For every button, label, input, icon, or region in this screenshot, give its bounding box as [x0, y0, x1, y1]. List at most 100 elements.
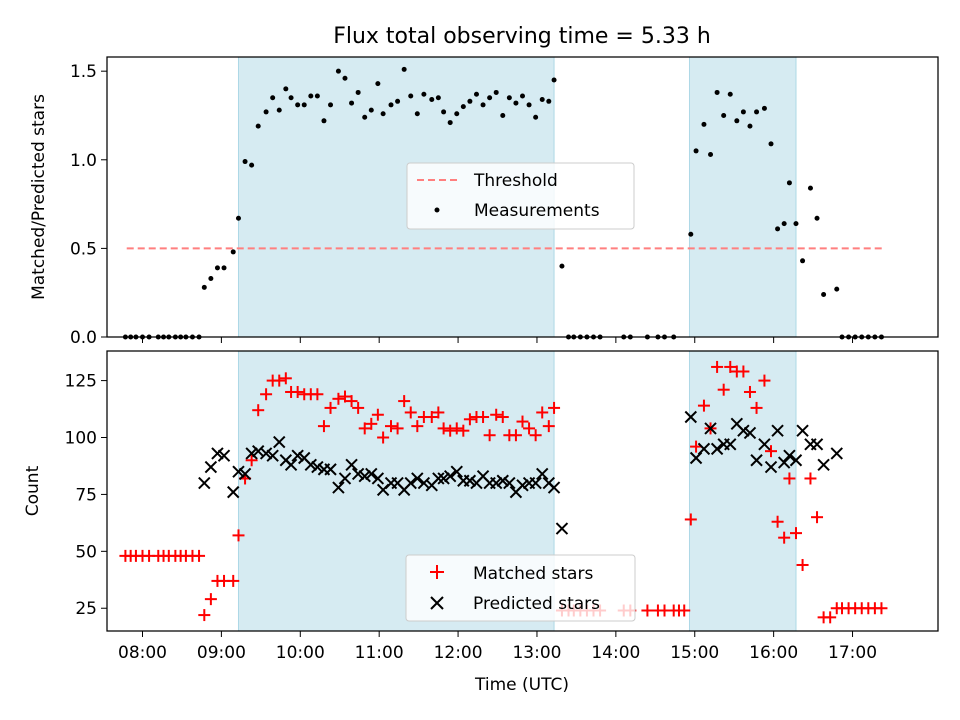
predicted-star-point: [771, 424, 784, 437]
measurement-point: [781, 221, 787, 227]
x-tick-label: 15:00: [670, 643, 719, 663]
x-axis-label: Time (UTC): [474, 675, 569, 695]
x-tick-label: 17:00: [828, 643, 877, 663]
measurement-point: [276, 107, 282, 113]
bottom-legend-box: [405, 554, 636, 622]
matched-star-point: [483, 429, 496, 442]
measurement-point: [520, 93, 525, 99]
measurement-point: [242, 159, 248, 165]
measurement-point: [740, 109, 746, 115]
matched-star-point: [193, 549, 206, 562]
top-axes-frame: [106, 56, 939, 338]
matched-star-point: [463, 413, 476, 426]
top-legend: Threshold Measurements: [406, 162, 635, 230]
measurement-point: [546, 98, 552, 104]
predicted-star-point: [810, 438, 824, 451]
matched-star-point: [717, 383, 730, 396]
predicted-star-point: [252, 444, 265, 458]
predicted-star-point: [198, 476, 211, 490]
matched-star-point: [875, 602, 888, 615]
measurement-point: [473, 91, 479, 97]
predicted-star-point: [284, 458, 298, 472]
measurement-point: [435, 95, 441, 101]
matched-star-point: [365, 417, 378, 430]
measurement-point: [447, 120, 453, 126]
bottom-panel: 08:00 09:00 10:00 11:00 12:00 13:00 14:00 15:00…: [23, 350, 939, 695]
measurement-point: [414, 111, 420, 117]
measurement-point: [349, 100, 355, 106]
matched-star-point: [398, 395, 411, 408]
matched-star-point: [804, 472, 817, 485]
measurement-point: [270, 95, 276, 101]
measurement-point: [708, 151, 714, 157]
matched-star-point: [358, 422, 371, 435]
measurements-legend-swatch: [434, 207, 440, 213]
top-legend-box: [406, 162, 635, 230]
measurement-point: [441, 109, 447, 115]
measurement-point: [526, 102, 532, 108]
bottom-y-tick-label: 125: [65, 372, 97, 392]
measurement-point: [793, 221, 799, 227]
matched-star-point: [516, 415, 529, 428]
predicted-star-point: [245, 447, 258, 460]
x-tick-label: 08:00: [118, 643, 167, 663]
bottom-y-axis-label: Count: [23, 465, 43, 516]
matched-star-point: [641, 604, 654, 617]
matched-star-point: [444, 424, 457, 437]
predicted-star-point: [737, 424, 750, 437]
chart-title: Flux total observing time = 5.33 h: [333, 24, 711, 49]
observing-interval-2: [688, 56, 797, 338]
measurement-point: [408, 93, 414, 99]
measurement-point: [421, 91, 427, 97]
top-y-ticks: 0.0 0.5 1.0 1.5: [70, 62, 107, 348]
matched-star-point: [523, 422, 536, 435]
predicted-star-point: [463, 474, 477, 487]
measurement-point: [255, 123, 261, 129]
predicted-star-point: [404, 476, 417, 490]
matched-star-point: [824, 611, 837, 624]
measurement-point: [301, 102, 307, 108]
top-y-axis-label: Matched/Predicted stars: [29, 94, 49, 300]
matched-star-point: [771, 515, 784, 528]
bottom-axes-frame: [106, 350, 939, 632]
measurement-point: [395, 98, 401, 104]
measurement-point: [355, 89, 361, 95]
matched-star-point: [291, 385, 304, 398]
measurements-legend-label: Measurements: [474, 201, 600, 221]
predicted-star-point: [417, 476, 431, 490]
predicted-stars-legend-label: Predicted stars: [473, 594, 600, 614]
matched-star-point: [260, 388, 273, 401]
measurement-point: [288, 95, 294, 101]
measurement-point: [821, 291, 827, 297]
measurement-point: [775, 226, 781, 232]
matched-star-point: [750, 401, 763, 414]
measurement-point: [500, 112, 506, 118]
measurement-point: [467, 98, 473, 104]
matched-star-point: [232, 529, 245, 542]
matched-star-point: [724, 360, 737, 373]
predicted-star-point: [496, 474, 509, 487]
matched-star-point: [789, 527, 802, 540]
predicted-star-point: [704, 422, 717, 435]
measurement-point: [321, 118, 327, 124]
measurement-point: [754, 109, 760, 115]
measurement-point: [283, 86, 289, 92]
predicted-star-point: [227, 485, 240, 499]
measurement-point: [786, 180, 792, 186]
measurement-point: [401, 66, 407, 72]
predicted-star-point: [437, 472, 450, 485]
matched-star-point: [529, 429, 542, 442]
measurement-point: [506, 95, 512, 101]
matched-star-point: [332, 392, 345, 405]
predicted-star-point: [796, 424, 809, 437]
measurement-point: [249, 162, 255, 168]
matched-star-point: [385, 420, 398, 433]
matched-star-point: [338, 390, 351, 403]
predicted-star-point: [764, 460, 778, 474]
matched-star-point: [548, 401, 561, 414]
matched-star-point: [425, 411, 438, 424]
predicted-star-point: [724, 438, 737, 451]
matched-star-point: [324, 401, 337, 414]
bottom-y-ticks: 25 50 75 100 125: [65, 372, 107, 619]
